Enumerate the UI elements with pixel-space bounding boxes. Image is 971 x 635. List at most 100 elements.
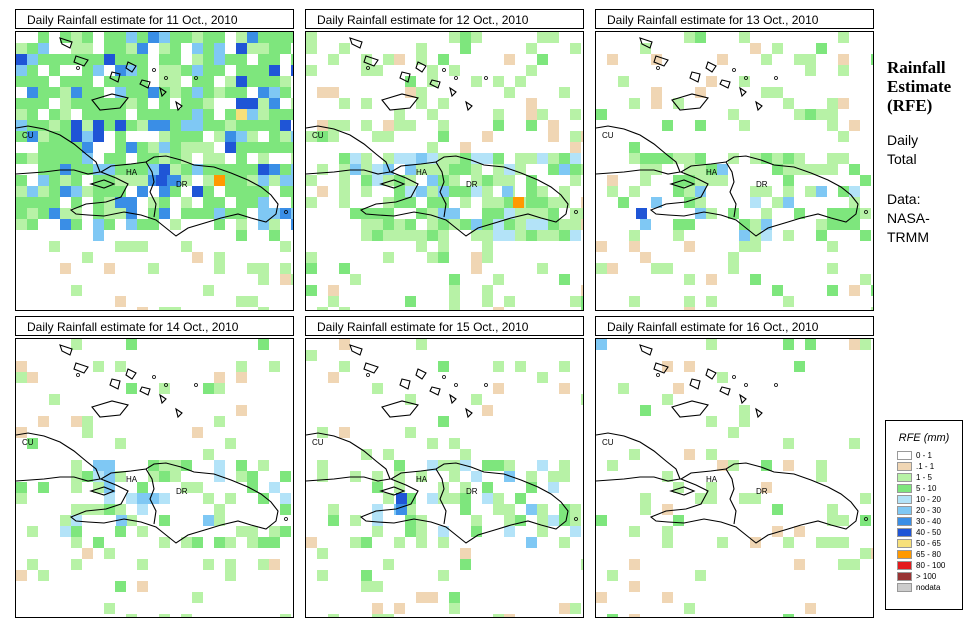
rainfall-cell [137, 87, 148, 98]
rainfall-cell [394, 219, 405, 230]
rainfall-cell [372, 482, 383, 493]
rainfall-cell [258, 307, 269, 310]
rainfall-cell [838, 131, 849, 142]
rainfall-cell [739, 219, 750, 230]
rainfall-cell [662, 120, 673, 131]
rainfall-cell [214, 65, 225, 76]
rainfall-cell [247, 263, 258, 274]
hispaniola-coastline [69, 462, 279, 544]
rainfall-cell [27, 219, 38, 230]
islet-marker [656, 373, 660, 377]
rainfall-cell [684, 32, 695, 43]
rainfall-cell [394, 230, 405, 241]
rainfall-cell [126, 87, 137, 98]
rainfall-cell [280, 241, 291, 252]
rainfall-cell [761, 482, 772, 493]
label-dominican-republic: DR [466, 180, 478, 189]
rainfall-cell [548, 208, 559, 219]
rainfall-cell [71, 416, 82, 427]
rainfall-cell [838, 54, 849, 65]
rainfall-cell [104, 603, 115, 614]
rainfall-cell [372, 175, 383, 186]
rainfall-cell [739, 493, 750, 504]
rainfall-cell [203, 87, 214, 98]
rainfall-cell [170, 76, 181, 87]
rainfall-cell [438, 460, 449, 471]
rainfall-cell [416, 98, 427, 109]
rainfall-cell [181, 142, 192, 153]
rainfall-cell [526, 230, 537, 241]
rainfall-cell [269, 208, 280, 219]
rainfall-cell [761, 186, 772, 197]
rainfall-cell [306, 43, 317, 54]
rainfall-cell [651, 153, 662, 164]
rainfall-cell [596, 592, 607, 603]
rainfall-cell [93, 131, 104, 142]
rainfall-cell [27, 438, 38, 449]
rainfall-cell [115, 142, 126, 153]
rainfall-cell [438, 131, 449, 142]
rainfall-cell [291, 54, 293, 65]
rainfall-cell [570, 131, 581, 142]
rainfall-cell [838, 219, 849, 230]
rainfall-cell [394, 54, 405, 65]
rainfall-cell [449, 32, 460, 43]
rainfall-cell [405, 197, 416, 208]
rainfall-cell [526, 208, 537, 219]
rainfall-cell [438, 493, 449, 504]
rainfall-cell [493, 197, 504, 208]
island-outline [175, 407, 183, 419]
rainfall-cell [548, 131, 559, 142]
rainfall-cell [225, 208, 236, 219]
rainfall-cell [214, 131, 225, 142]
rainfall-cell [71, 43, 82, 54]
island-outline [689, 71, 701, 83]
rainfall-cell [181, 164, 192, 175]
rainfall-cell [247, 43, 258, 54]
rainfall-cell [684, 164, 695, 175]
rainfall-cell [394, 175, 405, 186]
rainfall-cell [482, 296, 493, 307]
rainfall-cell [460, 548, 471, 559]
rainfall-cell [258, 43, 269, 54]
rainfall-cell [640, 252, 651, 263]
rainfall-cell [816, 230, 827, 241]
rainfall-map: CU HA DR [15, 31, 294, 311]
rainfall-cell [137, 307, 148, 310]
rainfall-cell [27, 559, 38, 570]
rainfall-cell [526, 175, 537, 186]
rainfall-cell [71, 526, 82, 537]
rainfall-cell [93, 537, 104, 548]
rainfall-map: CU HA DR [305, 31, 584, 311]
rainfall-cell [214, 263, 225, 274]
rainfall-cell [159, 43, 170, 54]
rainfall-cell [739, 241, 750, 252]
rainfall-cell [504, 175, 515, 186]
rainfall-cell [438, 252, 449, 263]
rainfall-cell [449, 460, 460, 471]
rainfall-cell [93, 219, 104, 230]
rainfall-cell [871, 285, 873, 296]
rainfall-cell [493, 153, 504, 164]
rainfall-cell [416, 592, 427, 603]
rainfall-cell [684, 449, 695, 460]
rainfall-cell [82, 548, 93, 559]
rainfall-cell [328, 87, 339, 98]
rainfall-cell [38, 208, 49, 219]
rainfall-cell [137, 120, 148, 131]
rainfall-cell [236, 296, 247, 307]
title-line: (RFE) [887, 96, 933, 115]
rainfall-cell [405, 296, 416, 307]
rainfall-cell [236, 98, 247, 109]
rainfall-cell [258, 120, 269, 131]
rainfall-cell [405, 120, 416, 131]
rainfall-cell [104, 43, 115, 54]
rainfall-cell [137, 504, 148, 515]
island-outline [639, 344, 653, 356]
rainfall-cell [493, 383, 504, 394]
rainfall-cell [383, 54, 394, 65]
rainfall-cell [159, 383, 170, 394]
legend-label: 65 - 80 [916, 550, 941, 559]
rainfall-cell [570, 504, 581, 515]
islet-marker [732, 68, 736, 72]
